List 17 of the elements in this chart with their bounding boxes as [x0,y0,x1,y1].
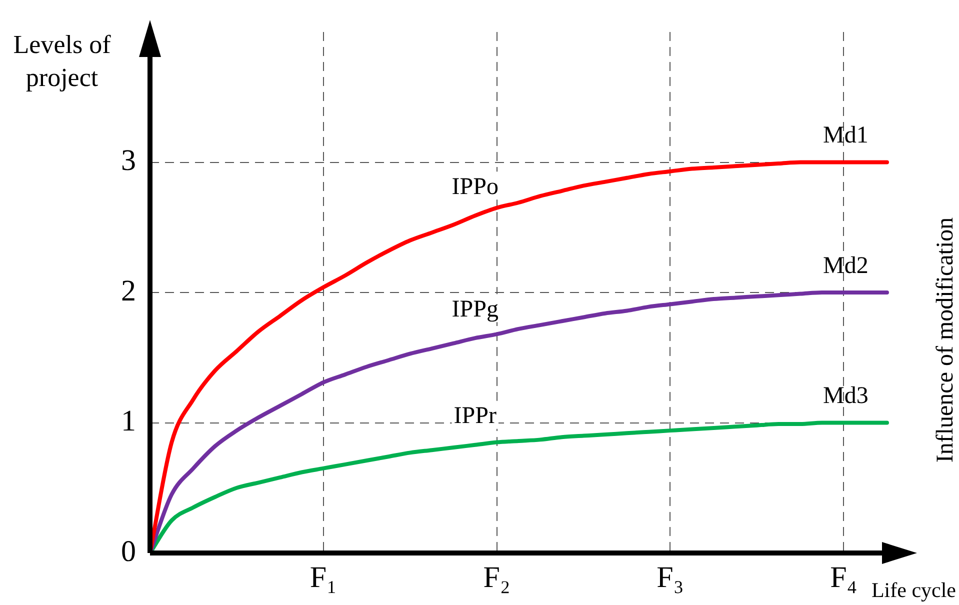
y-tick-label: 2 [121,274,136,308]
x-tick-label: F₄ [830,560,858,594]
annotation: IPPg [452,296,498,322]
x-tick-label: F₁ [310,560,337,594]
series-label: Md2 [822,252,868,279]
series-label: Md1 [822,122,868,149]
x-axis-title: Life cycle [871,578,956,603]
y-tick-label: 1 [121,404,136,438]
annotation: IPPr [454,403,496,430]
series-label: Md3 [822,383,868,410]
x-tick-label: F₃ [656,560,684,594]
y2-axis-title: Influence of modification [932,217,959,463]
x-tick-label: F₂ [483,560,510,594]
y-tick-label: 3 [121,144,136,178]
y-tick-label: 0 [121,534,136,568]
y-axis-title: Levels of project [12,29,112,94]
annotation: IPPo [452,174,498,200]
